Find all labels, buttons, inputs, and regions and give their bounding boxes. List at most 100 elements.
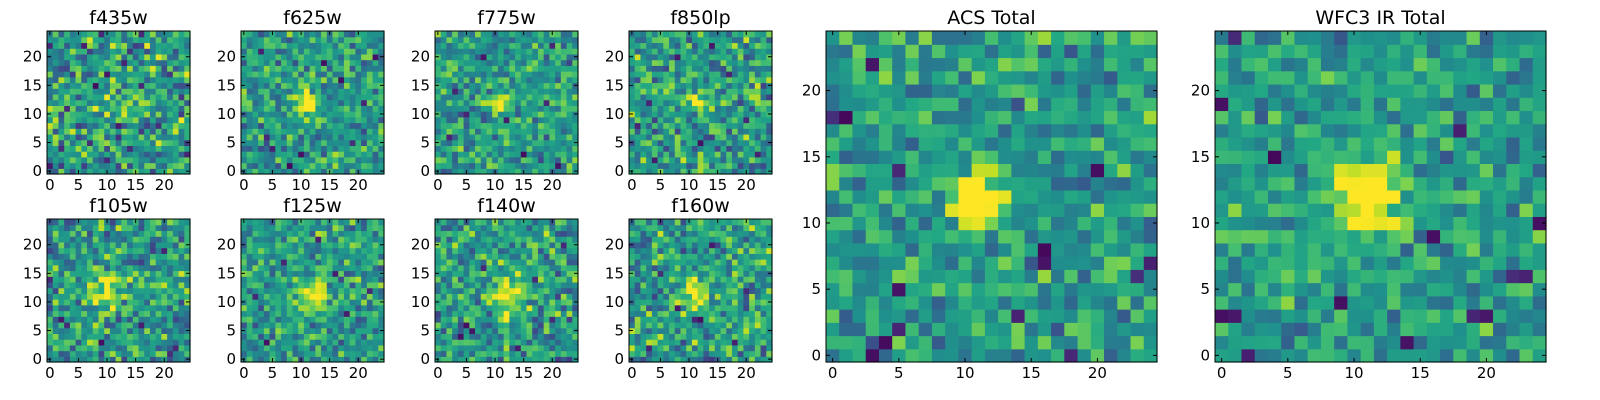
- pixel: [121, 76, 128, 84]
- pixel: [532, 224, 539, 232]
- pixel: [532, 339, 539, 346]
- pixel: [714, 333, 722, 340]
- pixel: [298, 99, 305, 106]
- pixel: [720, 93, 727, 101]
- pixel: [663, 105, 670, 112]
- pixel: [555, 299, 562, 306]
- pixel: [98, 93, 105, 101]
- pixel: [520, 71, 528, 78]
- pixel: [709, 299, 716, 306]
- pixel: [537, 259, 545, 266]
- pixel: [509, 31, 516, 38]
- pixel: [560, 264, 568, 272]
- pixel: [737, 133, 744, 141]
- pixel: [697, 31, 704, 38]
- pixel: [378, 339, 385, 346]
- pixel: [292, 31, 299, 38]
- pixel: [332, 168, 339, 175]
- pixel: [58, 281, 65, 289]
- pixel: [241, 350, 248, 357]
- pixel: [75, 241, 82, 249]
- pixel: [726, 281, 733, 289]
- y-tick-label: 0: [226, 162, 236, 180]
- pixel: [172, 310, 180, 317]
- pixel: [446, 48, 453, 55]
- pixel: [440, 145, 448, 152]
- pixel: [127, 36, 134, 44]
- pixel: [64, 293, 71, 300]
- pixel: [366, 224, 374, 232]
- pixel: [87, 236, 94, 243]
- pixel: [663, 65, 670, 72]
- pixel: [480, 293, 488, 300]
- pixel: [338, 327, 345, 334]
- pixel: [674, 82, 682, 89]
- pixel: [184, 310, 191, 317]
- pixel: [132, 344, 140, 352]
- pixel: [303, 145, 311, 152]
- pixel: [760, 36, 767, 44]
- pixel: [332, 333, 339, 340]
- pixel: [452, 321, 459, 329]
- pixel: [155, 48, 162, 55]
- pixel: [378, 344, 385, 352]
- pixel: [292, 76, 299, 84]
- pixel: [372, 241, 379, 249]
- pixel: [303, 321, 311, 329]
- pixel: [731, 304, 739, 312]
- pixel: [343, 304, 351, 312]
- pixel: [452, 59, 459, 66]
- pixel: [709, 93, 716, 101]
- pixel: [492, 116, 499, 124]
- pixel: [743, 287, 750, 294]
- pixel: [167, 259, 174, 266]
- pixel: [144, 116, 151, 124]
- pixel: [269, 253, 276, 260]
- pixel: [509, 65, 516, 72]
- pixel: [452, 264, 459, 272]
- pixel: [549, 247, 556, 254]
- pixel: [640, 310, 647, 317]
- pixel: [241, 276, 248, 283]
- pixel: [366, 321, 374, 329]
- pixel: [47, 224, 54, 232]
- pixel: [555, 293, 562, 300]
- pixel: [298, 339, 305, 346]
- pixel: [703, 156, 710, 164]
- pixel: [127, 88, 134, 95]
- pixel: [378, 230, 385, 237]
- pixel: [366, 310, 374, 317]
- pixel: [714, 82, 722, 89]
- pixel: [104, 133, 111, 141]
- pixel: [515, 42, 522, 49]
- pixel: [121, 241, 128, 249]
- pixel: [355, 122, 362, 129]
- pixel: [497, 93, 505, 101]
- pixel: [492, 270, 499, 277]
- pixel: [469, 276, 476, 283]
- pixel: [560, 310, 568, 317]
- pixel: [731, 139, 739, 146]
- pixel: [646, 36, 653, 44]
- y-tick-label: 20: [411, 48, 430, 66]
- pixel: [52, 31, 60, 38]
- pixel: [486, 264, 493, 272]
- pixel: [172, 122, 180, 129]
- pixel: [87, 139, 94, 146]
- pixel: [161, 304, 168, 312]
- pixel: [309, 270, 316, 277]
- pixel: [321, 219, 328, 226]
- pixel: [435, 316, 442, 323]
- panel-title: f105w: [89, 195, 148, 217]
- pixel: [338, 241, 345, 249]
- pixel: [372, 219, 379, 226]
- pixel: [263, 71, 271, 78]
- pixel: [749, 145, 756, 152]
- pixel: [178, 168, 185, 175]
- pixel: [309, 310, 316, 317]
- pixel: [321, 259, 328, 266]
- pixel: [543, 111, 550, 118]
- pixel: [298, 230, 305, 237]
- pixel: [281, 241, 288, 249]
